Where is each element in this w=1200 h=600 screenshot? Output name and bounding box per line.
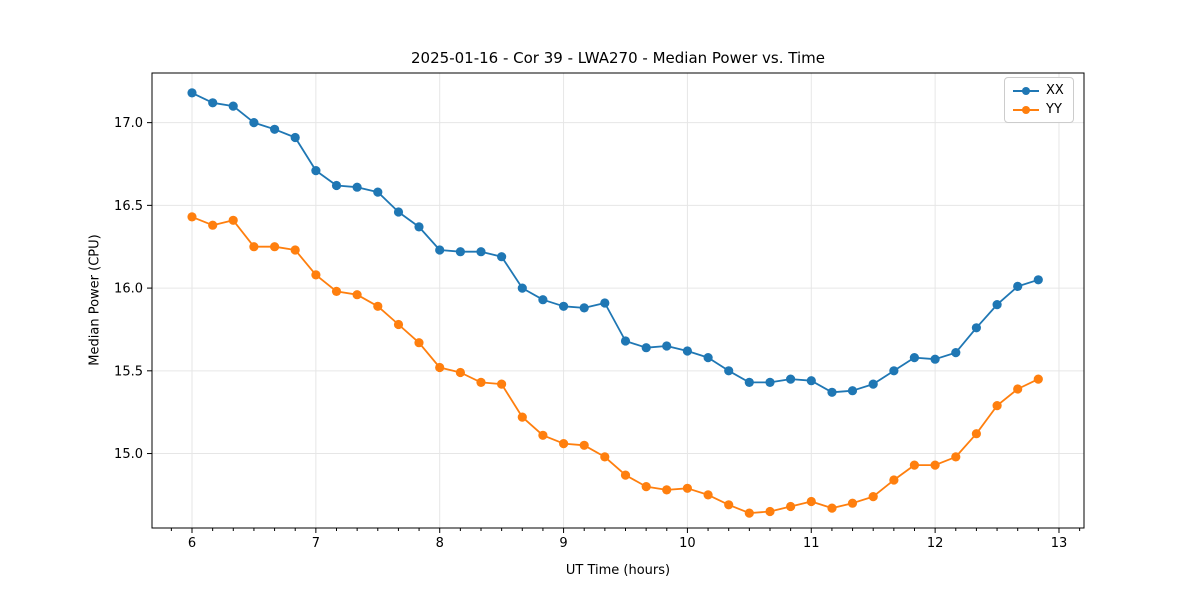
legend-entry-yy: YY xyxy=(1013,103,1064,116)
svg-text:15.0: 15.0 xyxy=(114,447,143,462)
svg-text:10: 10 xyxy=(679,536,696,551)
svg-text:15.5: 15.5 xyxy=(114,364,143,379)
xx-line xyxy=(191,92,1039,394)
legend-line-marker-sample-yy xyxy=(1013,105,1039,115)
svg-text:16.0: 16.0 xyxy=(114,282,143,297)
axis-tick-labels: 6 7 8 9 10 11 12 13 15.0 15.5 16.0 16.5 17.0 xyxy=(114,116,1067,551)
legend-entry-xx: XX xyxy=(1013,84,1064,97)
legend-label-xx: XX xyxy=(1046,83,1064,98)
legend-dot-icon xyxy=(1022,105,1030,114)
series-yy xyxy=(187,212,1043,518)
legend-dot-icon xyxy=(1022,86,1030,95)
yy-series-markers xyxy=(187,212,1043,518)
series-xx xyxy=(187,88,1043,397)
svg-text:13: 13 xyxy=(1051,536,1068,551)
chart-title: 2025-01-16 - Cor 39 - LWA270 - Median Po… xyxy=(411,49,825,67)
plot-border xyxy=(151,72,1085,529)
svg-text:7: 7 xyxy=(312,536,320,551)
legend-line-marker-sample-xx xyxy=(1013,86,1039,96)
svg-text:16.5: 16.5 xyxy=(114,199,143,214)
y-axis-label: Median Power (CPU) xyxy=(87,234,103,366)
svg-text:8: 8 xyxy=(436,536,444,551)
x-axis-label: UT Time (hours) xyxy=(565,563,671,578)
axis-ticks xyxy=(147,122,1081,533)
grid-lines xyxy=(152,73,1084,528)
svg-text:11: 11 xyxy=(803,536,820,551)
svg-text:17.0: 17.0 xyxy=(114,116,143,131)
legend-label-yy: YY xyxy=(1046,102,1062,117)
legend: XX YY xyxy=(1004,77,1074,123)
yy-line xyxy=(191,216,1039,514)
svg-text:6: 6 xyxy=(188,536,196,551)
svg-text:12: 12 xyxy=(927,536,944,551)
svg-text:9: 9 xyxy=(559,536,567,551)
xx-series-markers xyxy=(187,88,1043,397)
